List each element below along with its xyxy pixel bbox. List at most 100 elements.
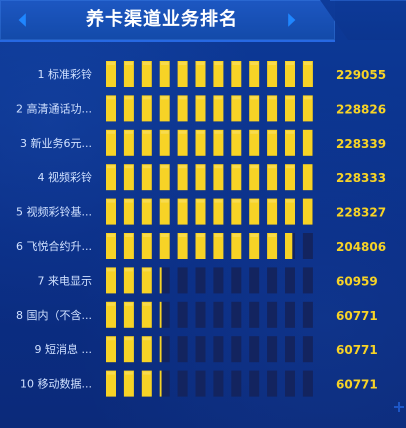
bar-segment-fill [213, 198, 224, 225]
bar-segment-fill [123, 164, 134, 191]
bar-segment-fill [123, 336, 134, 363]
bar-segment-fill [302, 198, 313, 225]
bar-segment-track [213, 336, 224, 363]
bar-segment-highlight [232, 96, 241, 100]
bar-segment-highlight [286, 130, 294, 134]
bar-segment-fill [213, 95, 224, 122]
bar-segment-fill [106, 370, 116, 397]
bar-row [106, 233, 313, 259]
category-label: 6 飞悦合约升... [16, 239, 92, 253]
bar-segment-fill [231, 233, 242, 259]
bar-segment-fill [159, 164, 170, 191]
bar-segment-fill [177, 233, 188, 259]
bar-segment-fill [267, 233, 278, 259]
bar-segment-highlight [178, 234, 187, 237]
bar-segment-fill [249, 61, 260, 87]
value-label: 60771 [336, 343, 378, 357]
bar-segment-highlight [124, 234, 133, 237]
bar-segment-fill [213, 61, 224, 87]
category-label: 7 来电显示 [38, 274, 93, 287]
bar-segment-highlight [286, 62, 294, 65]
bar-segment-track [285, 267, 295, 294]
bar-segment-fill [159, 301, 162, 328]
bar-segment-track [302, 267, 313, 294]
bar-segment-fill [141, 233, 152, 259]
bar-row [106, 301, 313, 328]
bar-segment-highlight [124, 130, 133, 134]
bar-segment-track [285, 301, 295, 328]
bar-segment-highlight [196, 199, 205, 203]
bar-segment-highlight [142, 302, 151, 306]
bar-segment-highlight [214, 234, 223, 237]
bar-segment-fill [285, 198, 295, 225]
bar-segment-fill [159, 267, 162, 294]
bar-segment-highlight [178, 62, 187, 65]
bar-segment-highlight [214, 62, 223, 65]
bar-segment-highlight [107, 62, 115, 65]
bar-segment-fill [106, 301, 116, 328]
category-label: 8 国内（不含... [16, 308, 92, 322]
bar-segment-fill [141, 267, 152, 294]
bar-segment-highlight [232, 130, 241, 134]
value-label: 60959 [336, 274, 378, 288]
bar-segment-fill [249, 233, 260, 259]
chevron-right-icon[interactable] [282, 10, 302, 30]
bar-segment-highlight [232, 199, 241, 203]
bar-segment-fill [249, 198, 260, 225]
bar-segment-fill [213, 164, 224, 191]
bar-segment-fill [159, 370, 162, 397]
value-label: 229055 [336, 68, 386, 82]
bar-segment-highlight [142, 199, 151, 203]
bar-row [106, 198, 313, 225]
value-label: 228826 [336, 102, 386, 116]
bar-segment-highlight [303, 96, 312, 100]
bar-segment-fill [141, 129, 152, 156]
bar-segment-fill [159, 233, 170, 259]
bar-segment-highlight [124, 337, 133, 341]
bar-segment-track [249, 370, 260, 397]
bar-segment-fill [123, 301, 134, 328]
bar-segment-highlight [196, 62, 205, 65]
bar-segment-highlight [124, 199, 133, 203]
bar-segment-track [195, 370, 206, 397]
bar-segment-track [302, 301, 313, 328]
bar-segment-highlight [268, 130, 277, 134]
bar-segment-fill [267, 198, 278, 225]
bar-segment-fill [302, 164, 313, 191]
bar-segment-track [159, 336, 170, 363]
bar-segment-track [267, 301, 278, 328]
bar-row [106, 129, 313, 156]
bar-segment-highlight [250, 62, 259, 65]
bar-segment-fill [213, 233, 224, 259]
bar-row [106, 370, 313, 397]
chevron-left-icon[interactable] [12, 10, 32, 30]
bar-segment-highlight [268, 96, 277, 100]
bar-segment-highlight [142, 371, 151, 375]
bar-segment-track [267, 370, 278, 397]
bar-segment-fill [267, 129, 278, 156]
bar-segment-fill [106, 233, 116, 259]
bar-segment-track [159, 267, 170, 294]
category-labels: 1 标准彩铃 2 高清通话功... 3 新业务6元... 4 视频彩铃 5 视频彩铃基.… [16, 67, 92, 391]
bar-segment-highlight [232, 234, 241, 237]
bar-segment-fill [123, 233, 134, 259]
bar-row [106, 61, 313, 87]
bar-segment-fill [141, 301, 152, 328]
bar-segment-highlight [196, 234, 205, 237]
bar-segment-track [231, 301, 242, 328]
bar-segment-fill [195, 233, 206, 259]
bar-segment-highlight [107, 337, 115, 341]
bar-segment-highlight [250, 130, 259, 134]
bar-segment-highlight [178, 96, 187, 100]
bar-segment-track [231, 370, 242, 397]
bar-segment-fill [231, 95, 242, 122]
bar-segment-highlight [196, 96, 205, 100]
bar-segment-fill [141, 198, 152, 225]
bar-segment-fill [195, 198, 206, 225]
bar-segment-fill [106, 95, 116, 122]
bar-segment-track [195, 301, 206, 328]
bar-segment-fill [141, 370, 152, 397]
bar-segment-track [231, 267, 242, 294]
bar-segment-highlight [268, 199, 277, 203]
bar-segment-track [213, 370, 224, 397]
